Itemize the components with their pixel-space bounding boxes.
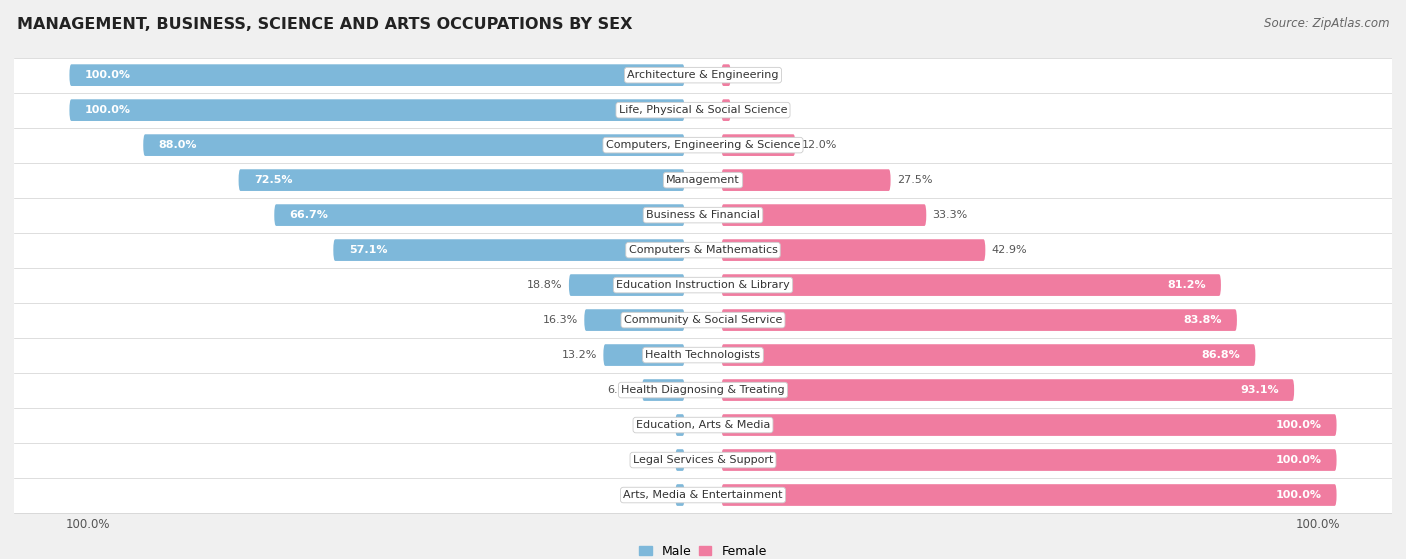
FancyBboxPatch shape <box>675 449 685 471</box>
FancyBboxPatch shape <box>675 484 685 506</box>
Text: 66.7%: 66.7% <box>290 210 329 220</box>
Text: Architecture & Engineering: Architecture & Engineering <box>627 70 779 80</box>
Text: Source: ZipAtlas.com: Source: ZipAtlas.com <box>1264 17 1389 30</box>
FancyBboxPatch shape <box>721 449 1337 471</box>
Text: 72.5%: 72.5% <box>254 175 292 185</box>
Text: Legal Services & Support: Legal Services & Support <box>633 455 773 465</box>
FancyBboxPatch shape <box>721 204 927 226</box>
Bar <box>14 408 1392 443</box>
FancyBboxPatch shape <box>721 274 1220 296</box>
Text: Education, Arts & Media: Education, Arts & Media <box>636 420 770 430</box>
Bar <box>14 58 1392 93</box>
Text: 16.3%: 16.3% <box>543 315 578 325</box>
Bar <box>14 302 1392 338</box>
Legend: Male, Female: Male, Female <box>634 540 772 559</box>
FancyBboxPatch shape <box>721 414 1337 436</box>
Text: 18.8%: 18.8% <box>527 280 562 290</box>
Text: 100.0%: 100.0% <box>1275 490 1322 500</box>
Text: 100.0%: 100.0% <box>84 105 131 115</box>
FancyBboxPatch shape <box>603 344 685 366</box>
Text: 0.0%: 0.0% <box>650 420 678 430</box>
Text: 13.2%: 13.2% <box>562 350 598 360</box>
FancyBboxPatch shape <box>69 64 685 86</box>
Text: MANAGEMENT, BUSINESS, SCIENCE AND ARTS OCCUPATIONS BY SEX: MANAGEMENT, BUSINESS, SCIENCE AND ARTS O… <box>17 17 633 32</box>
Text: Arts, Media & Entertainment: Arts, Media & Entertainment <box>623 490 783 500</box>
Text: 27.5%: 27.5% <box>897 175 932 185</box>
Text: Business & Financial: Business & Financial <box>645 210 761 220</box>
Bar <box>14 268 1392 302</box>
FancyBboxPatch shape <box>333 239 685 261</box>
Text: 100.0%: 100.0% <box>84 70 131 80</box>
Text: Community & Social Service: Community & Social Service <box>624 315 782 325</box>
FancyBboxPatch shape <box>721 134 796 156</box>
Bar <box>14 198 1392 233</box>
FancyBboxPatch shape <box>274 204 685 226</box>
Bar <box>14 372 1392 408</box>
Text: 0.0%: 0.0% <box>728 105 756 115</box>
FancyBboxPatch shape <box>143 134 685 156</box>
Bar <box>14 233 1392 268</box>
Text: 81.2%: 81.2% <box>1167 280 1205 290</box>
Text: 88.0%: 88.0% <box>159 140 197 150</box>
Text: 0.0%: 0.0% <box>728 70 756 80</box>
Text: Health Technologists: Health Technologists <box>645 350 761 360</box>
Text: 83.8%: 83.8% <box>1182 315 1222 325</box>
Text: Computers & Mathematics: Computers & Mathematics <box>628 245 778 255</box>
FancyBboxPatch shape <box>239 169 685 191</box>
Text: 42.9%: 42.9% <box>991 245 1028 255</box>
FancyBboxPatch shape <box>585 309 685 331</box>
FancyBboxPatch shape <box>643 379 685 401</box>
Bar <box>14 477 1392 513</box>
Text: 0.0%: 0.0% <box>650 455 678 465</box>
FancyBboxPatch shape <box>569 274 685 296</box>
FancyBboxPatch shape <box>721 309 1237 331</box>
Text: 6.9%: 6.9% <box>607 385 636 395</box>
Text: 33.3%: 33.3% <box>932 210 967 220</box>
Text: Computers, Engineering & Science: Computers, Engineering & Science <box>606 140 800 150</box>
FancyBboxPatch shape <box>721 344 1256 366</box>
Text: 12.0%: 12.0% <box>801 140 837 150</box>
FancyBboxPatch shape <box>721 484 1337 506</box>
FancyBboxPatch shape <box>69 100 685 121</box>
Text: 93.1%: 93.1% <box>1240 385 1279 395</box>
Text: Health Diagnosing & Treating: Health Diagnosing & Treating <box>621 385 785 395</box>
FancyBboxPatch shape <box>721 239 986 261</box>
Text: 100.0%: 100.0% <box>1275 420 1322 430</box>
Text: Management: Management <box>666 175 740 185</box>
Bar <box>14 127 1392 163</box>
FancyBboxPatch shape <box>721 100 731 121</box>
Text: 57.1%: 57.1% <box>349 245 387 255</box>
Text: Life, Physical & Social Science: Life, Physical & Social Science <box>619 105 787 115</box>
Text: 0.0%: 0.0% <box>650 490 678 500</box>
Bar <box>14 338 1392 372</box>
FancyBboxPatch shape <box>721 379 1294 401</box>
Text: 86.8%: 86.8% <box>1201 350 1240 360</box>
FancyBboxPatch shape <box>675 414 685 436</box>
Bar <box>14 93 1392 127</box>
Text: Education Instruction & Library: Education Instruction & Library <box>616 280 790 290</box>
Text: 100.0%: 100.0% <box>1275 455 1322 465</box>
Bar <box>14 443 1392 477</box>
FancyBboxPatch shape <box>721 169 890 191</box>
FancyBboxPatch shape <box>721 64 731 86</box>
Bar <box>14 163 1392 198</box>
